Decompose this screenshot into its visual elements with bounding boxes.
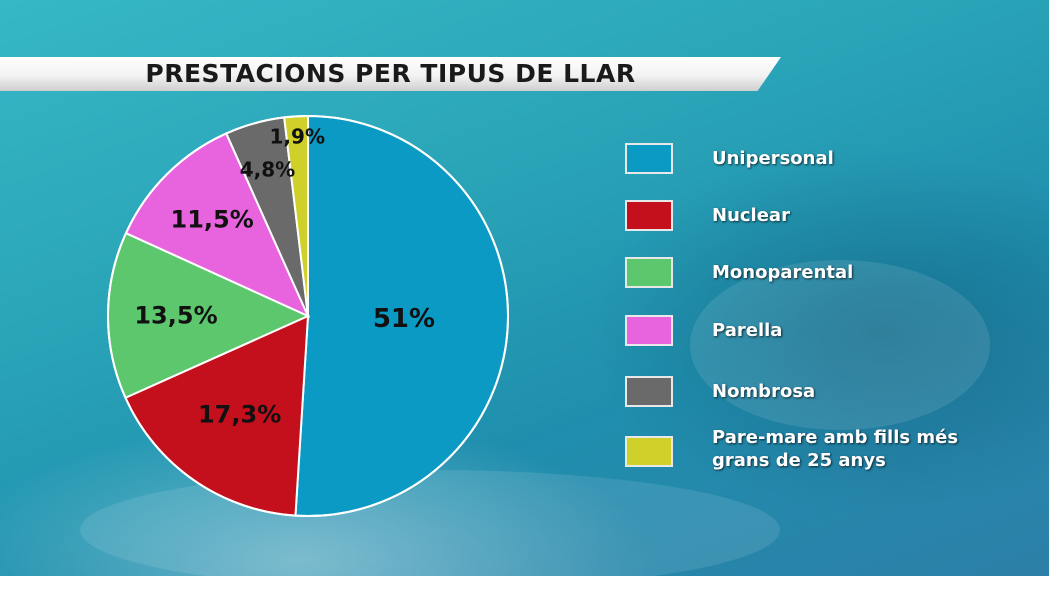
legend-swatch — [625, 436, 673, 467]
slice-value-label-2: 17,3% — [198, 401, 281, 429]
legend-swatch — [625, 315, 673, 346]
slice-value-label-1: 51% — [373, 304, 435, 334]
slice-value-label-5: 4,8% — [240, 158, 295, 182]
pie-outline — [107, 115, 509, 517]
legend-label: Parella — [712, 320, 783, 341]
title-banner — [0, 57, 781, 91]
legend-swatch — [625, 143, 673, 174]
legend-swatch — [625, 257, 673, 288]
slice-value-label-4: 11,5% — [171, 206, 254, 234]
legend-swatch — [625, 200, 673, 231]
legend-label: Monoparental — [712, 262, 854, 283]
chart-title: PRESTACIONS PER TIPUS DE LLAR — [145, 59, 636, 88]
background-paper-shape — [80, 470, 780, 590]
background-hand-shape — [690, 260, 990, 430]
legend-label: Nuclear — [712, 205, 790, 226]
slice-value-label-3: 13,5% — [134, 302, 217, 330]
legend-label: Pare-mare amb fills més grans de 25 anys — [712, 427, 959, 471]
pie-chart: 51% 17,3% 13,5% 11,5% 4,8% 1,9% — [107, 114, 510, 517]
legend-swatch — [625, 376, 673, 407]
slice-value-label-6: 1,9% — [270, 124, 325, 148]
legend-label: Unipersonal — [712, 148, 834, 169]
legend-label: Nombrosa — [712, 381, 816, 402]
